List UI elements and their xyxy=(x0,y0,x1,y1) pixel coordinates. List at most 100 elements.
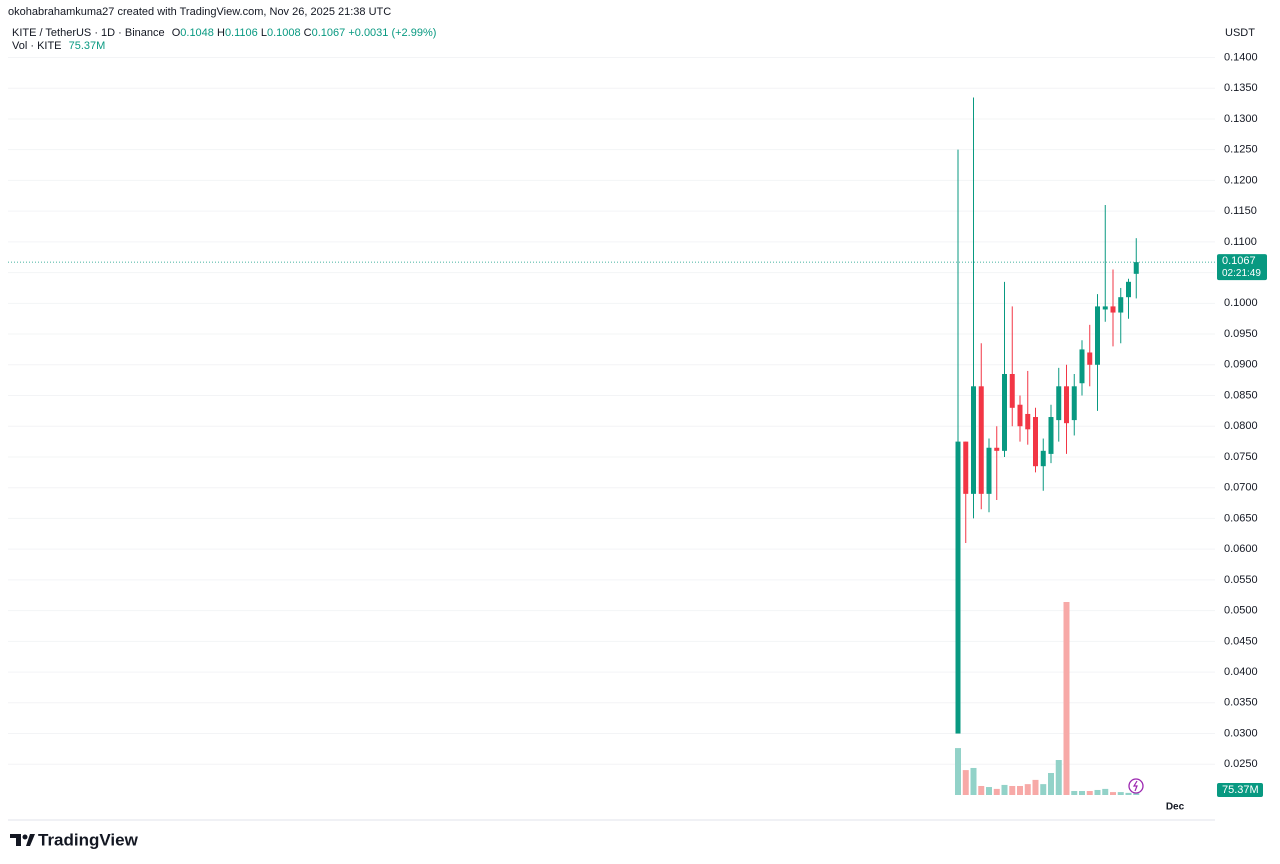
ohlc-label: C xyxy=(304,27,312,39)
y-tick-label: 0.0700 xyxy=(1224,482,1258,494)
candle-body xyxy=(1025,413,1031,430)
y-tick-label: 0.0450 xyxy=(1224,635,1258,647)
ohlc-label: L xyxy=(261,27,267,39)
volume-bar xyxy=(955,748,961,795)
flash-icon xyxy=(1128,778,1144,794)
candle-body xyxy=(1095,306,1100,365)
candle-body xyxy=(1071,386,1077,421)
candle-body xyxy=(1048,417,1054,454)
candle-body xyxy=(955,441,961,734)
candle-body xyxy=(1079,349,1085,384)
ohlc-value: 0.1048 xyxy=(180,27,214,39)
y-tick-label: 0.0850 xyxy=(1224,389,1258,401)
volume-bar xyxy=(1110,792,1116,795)
candle-body xyxy=(963,441,969,494)
volume-bar xyxy=(1094,789,1101,795)
ohlc-label: O xyxy=(172,27,181,39)
candle-body xyxy=(1133,262,1139,274)
author-line: okohabrahamkuma27 created with TradingVi… xyxy=(8,6,391,18)
y-tick-label: 0.0550 xyxy=(1224,574,1258,586)
candle-body xyxy=(1040,450,1046,467)
volume-bar xyxy=(962,770,969,795)
y-tick-label: 0.0500 xyxy=(1224,605,1258,617)
volume-bar xyxy=(970,767,977,795)
candle-body xyxy=(1064,386,1069,424)
brand: TradingView xyxy=(38,830,139,849)
change: +0.0031 (+2.99%) xyxy=(348,27,436,39)
volume-bar xyxy=(1009,785,1016,795)
volume-bar xyxy=(1071,791,1078,795)
volume-bar xyxy=(1063,602,1070,795)
candle-body xyxy=(971,386,976,494)
logo-mark xyxy=(26,834,35,846)
volume-bar xyxy=(1117,792,1124,795)
volume-bar xyxy=(1001,784,1008,795)
y-tick-label: 0.1200 xyxy=(1224,174,1258,186)
y-tick-label: 0.0600 xyxy=(1224,543,1258,555)
y-tick-label: 0.1000 xyxy=(1224,297,1258,309)
y-tick-label: 0.0250 xyxy=(1224,758,1258,770)
y-tick-label: 0.1250 xyxy=(1224,144,1258,156)
ohlc-value: 0.1106 xyxy=(225,27,258,39)
volume-bar xyxy=(1024,784,1031,795)
y-tick-label: 0.0650 xyxy=(1224,512,1258,524)
volume-bar xyxy=(986,787,992,795)
candle-body xyxy=(1002,374,1007,451)
volume-bar xyxy=(1055,760,1062,795)
candle-body xyxy=(1126,281,1131,298)
y-tick-label: 0.0300 xyxy=(1224,727,1258,739)
volume-label: 75.37M xyxy=(1222,784,1259,796)
volume-bar xyxy=(1133,793,1140,795)
y-tick-label: 0.1350 xyxy=(1224,82,1258,94)
candle-body xyxy=(994,447,1000,451)
y-tick-label: 0.0800 xyxy=(1224,420,1258,432)
volume-bar xyxy=(1032,779,1039,795)
x-tick-label: Dec xyxy=(1166,802,1185,813)
y-tick-label: 0.0900 xyxy=(1224,359,1258,371)
volume-bar xyxy=(1086,791,1093,795)
y-tick-label: 0.1300 xyxy=(1224,113,1258,125)
ohlc-value: 0.1008 xyxy=(267,27,301,39)
candle-body xyxy=(1017,404,1023,427)
y-tick-label: 0.0750 xyxy=(1224,451,1258,463)
volume-bar xyxy=(1102,788,1109,795)
y-axis-label: USDT xyxy=(1225,27,1255,39)
candle-body xyxy=(1087,352,1093,365)
volume-value: 75.37M xyxy=(69,40,106,52)
icon xyxy=(1132,780,1138,792)
volume-label-box xyxy=(1217,783,1263,797)
volume-bar xyxy=(993,788,1000,795)
y-tick-label: 0.0350 xyxy=(1224,697,1258,709)
candle-body xyxy=(1110,306,1116,313)
volume-bar xyxy=(1079,791,1085,795)
candle-body xyxy=(1118,297,1124,313)
logo-mark xyxy=(10,834,21,846)
volume-name: Vol · KITE xyxy=(12,40,62,52)
volume-bar xyxy=(1048,772,1054,795)
symbol: KITE / TetherUS · 1D · Binance xyxy=(12,27,165,39)
candle-body xyxy=(1033,417,1038,467)
volume-bar xyxy=(978,785,985,795)
volume-bar xyxy=(1017,785,1023,795)
candle-body xyxy=(978,386,984,494)
y-tick-label: 0.0400 xyxy=(1224,666,1258,678)
volume-legend: Vol · KITE 75.37M xyxy=(12,40,105,52)
countdown: 02:21:49 xyxy=(1222,268,1261,279)
volume-bar xyxy=(1125,792,1132,795)
y-tick-label: 0.1100 xyxy=(1224,236,1257,248)
ohlc-label: H xyxy=(217,27,225,39)
candle-body xyxy=(1009,374,1015,408)
legend: KITE / TetherUS · 1D · Binance O0.1048 H… xyxy=(12,27,436,39)
candle-body xyxy=(1102,306,1108,310)
brand-logo: TradingView xyxy=(10,830,139,849)
y-tick-label: 0.1150 xyxy=(1224,205,1257,217)
y-tick-label: 0.0950 xyxy=(1224,328,1258,340)
price-label: 0.1067 xyxy=(1222,255,1256,267)
price-label-box xyxy=(1217,254,1267,281)
volume-bar xyxy=(1040,784,1047,795)
ohlc-value: 0.1067 xyxy=(312,27,346,39)
candle-body xyxy=(1056,386,1062,421)
